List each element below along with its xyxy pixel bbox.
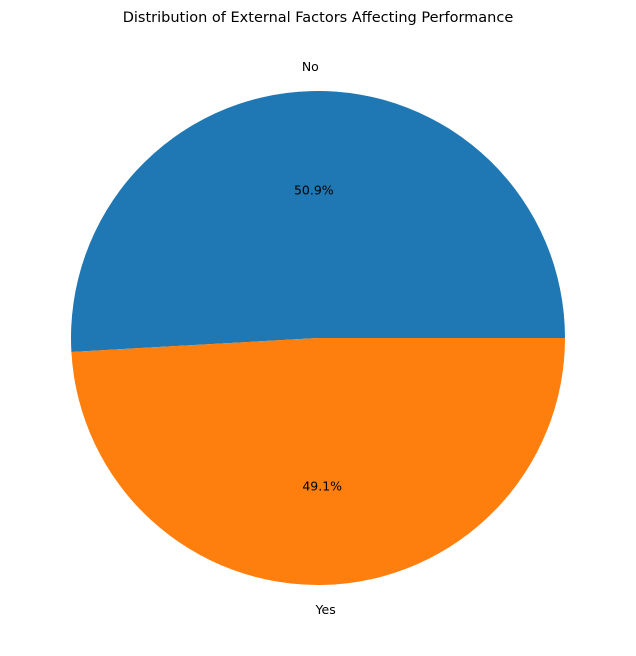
chart-title: Distribution of External Factors Affecti… xyxy=(123,10,514,26)
pie-labels: No 50.9% Yes 49.1% xyxy=(294,59,342,617)
pie-slices xyxy=(70,90,566,585)
slice-label-no: No xyxy=(302,59,319,74)
pie-slice-yes xyxy=(71,338,566,585)
percent-label-yes: 49.1% xyxy=(302,479,342,494)
slice-label-yes: Yes xyxy=(315,602,336,617)
pie-slice-no xyxy=(70,90,565,352)
percent-label-no: 50.9% xyxy=(294,182,334,197)
